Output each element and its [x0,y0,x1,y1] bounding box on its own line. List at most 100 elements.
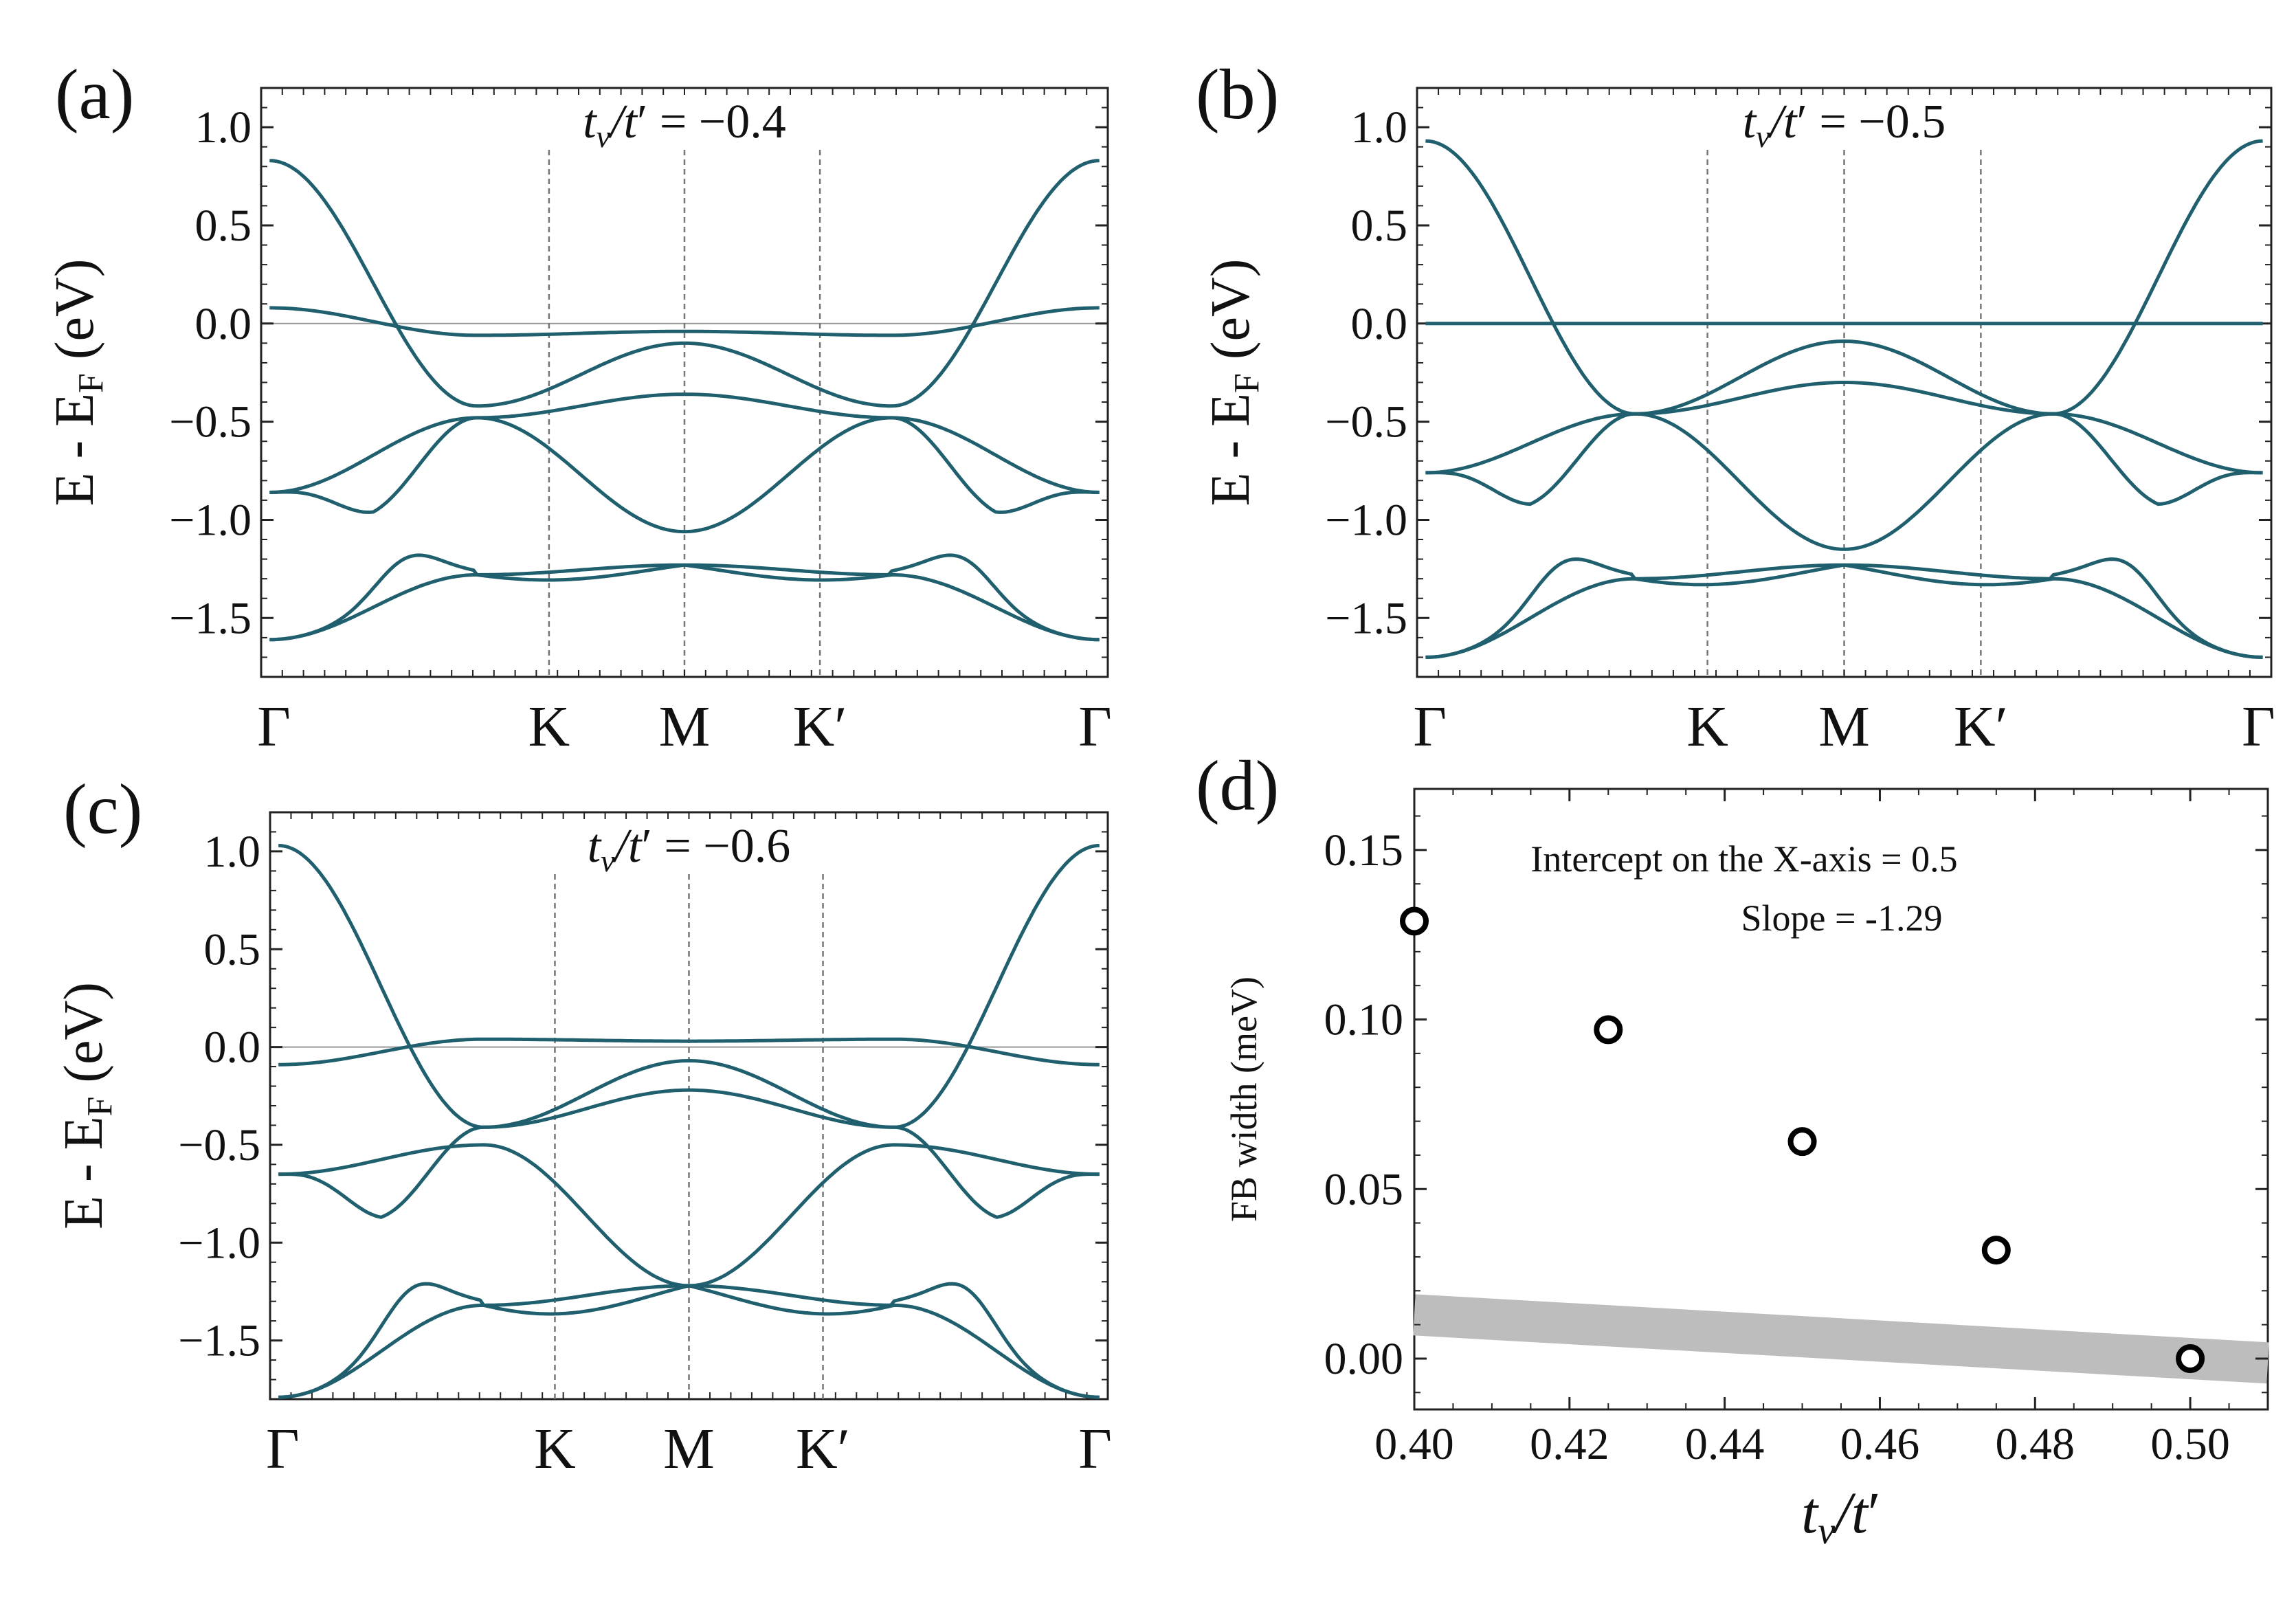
y-axis-label-unit: (eV) [1201,259,1261,374]
title-value: = −0.6 [652,820,790,873]
kpoint-label: Γ [1078,695,1112,759]
title-value: = −0.5 [1807,96,1946,148]
kpoint-label: M [663,1417,715,1481]
x-tick-label: 0.44 [1685,1419,1765,1469]
title-var2: t [628,820,643,873]
y-axis-label-unit: (eV) [54,982,114,1097]
x-label-prime: ′ [1868,1480,1881,1546]
y-tick-label: −0.5 [169,397,252,447]
kpoint-label: K′ [1954,695,2008,759]
x-label-var-sub: v [1818,1510,1835,1552]
title-prime: ′ [1797,96,1807,148]
band-line-6 [278,1284,1100,1399]
title-var-sub: v [597,119,611,154]
kpoint-label: Γ [257,695,291,759]
x-tick-label: 0.46 [1840,1419,1920,1469]
title-var2: t [624,96,638,148]
band-line-1 [278,843,1100,1129]
y-tick-label: 1.0 [195,102,252,153]
y-tick-label: 0.5 [204,924,261,974]
panel-d: (d) 0.40 0.42 0.44 0.46 0.48 0.50 0.00 0.05 0.10 0… [1196,746,2269,1552]
y-axis-label: E - EF (eV) [54,982,120,1229]
panel-label-b: (b) [1196,55,1279,134]
data-point [1594,1015,1623,1045]
kpoint-label: M [1818,695,1870,759]
y-axis-label-sub: F [80,1097,120,1117]
panel-title: tv/t′ = −0.4 [583,96,786,154]
kpoint-label: Γ [266,1417,300,1481]
title-prime: ′ [637,96,647,148]
kpoint-label: M [659,695,711,759]
kpoint-label: Γ [1078,1417,1112,1481]
title-var2: t [1783,96,1798,148]
x-tick-label: 0.42 [1530,1419,1609,1469]
y-tick-label: −1.0 [178,1218,260,1268]
title-var-sub: v [601,843,615,878]
panel-label-c: (c) [63,770,142,849]
y-axis-label-main: E - E [45,393,105,506]
x-tick-label: 0.40 [1374,1419,1454,1469]
band-line-3 [1425,381,2263,506]
band-line-3 [278,1088,1100,1219]
title-var: t [1743,96,1757,148]
panel-a: (a) −1.5 −1.0 −0.5 0.0 0.5 1.0 Γ K M K′ Γ E - EF (eV… [45,55,1112,759]
y-axis-label-main: E - E [1201,393,1261,506]
x-label-var2: t [1851,1480,1869,1546]
kpoint-label: K [1686,695,1728,759]
y-tick-label: −0.5 [1325,397,1407,447]
kpoint-label: Γ [2242,695,2275,759]
y-axis-label-sub: F [71,373,111,393]
annotation-slope: Slope = -1.29 [1741,897,1943,939]
data-point [1787,1127,1817,1157]
band-line-2 [278,1037,1100,1067]
data-point [1400,906,1429,936]
y-tick-label: 0.15 [1324,825,1404,876]
y-tick-label: 0.00 [1324,1334,1404,1384]
y-tick-label: 1.0 [204,827,261,877]
x-tick-label: 0.50 [2150,1419,2230,1469]
y-axis-label: E - EF (eV) [45,259,111,506]
panel-title: tv/t′ = −0.5 [1743,96,1946,154]
title-prime: ′ [642,820,652,873]
kpoint-label: K′ [793,695,847,759]
panel-label-d: (d) [1196,746,1279,825]
band-line-4 [1425,412,2263,551]
kpoint-label: K′ [796,1417,850,1481]
x-tick-label: 0.48 [1996,1419,2075,1469]
panel-title: tv/t′ = −0.6 [588,820,791,878]
panel-b: (b) −1.5 −1.0 −0.5 0.0 0.5 1.0 Γ K M K′ Γ E - EF (eV… [1196,55,2275,759]
band-line-4 [269,416,1100,534]
title-value: = −0.4 [647,96,785,148]
kpoint-label: K [534,1417,576,1481]
y-tick-label: −1.5 [169,593,252,643]
panel-label-a: (a) [55,55,134,134]
y-tick-label: −1.5 [1325,593,1407,643]
kpoint-label: K [528,695,570,759]
band-line-6 [269,563,1100,642]
y-tick-label: −1.0 [1325,495,1407,545]
y-tick-label: 0.5 [1351,201,1408,251]
band-line-2 [269,306,1100,337]
kpoint-label: Γ [1413,695,1447,759]
band-line-1 [269,159,1100,408]
annotation-intercept: Intercept on the X-axis = 0.5 [1530,838,1957,880]
y-tick-label: 1.0 [1351,102,1408,153]
title-var: t [583,96,597,148]
panel-c: (c) −1.5 −1.0 −0.5 0.0 0.5 1.0 Γ K M K′ Γ E - EF (eV… [54,770,1112,1481]
x-axis-label: tv/t′ [1801,1480,1880,1552]
title-var: t [588,820,602,873]
y-tick-label: 0.0 [1351,299,1408,349]
y-axis-label: E - EF (eV) [1201,259,1267,506]
data-point [1981,1236,2011,1265]
y-tick-label: 0.0 [195,299,252,349]
y-tick-label: 0.5 [195,201,252,251]
band-line-1 [1425,139,2263,416]
band-line-3 [269,392,1100,514]
y-tick-label: 0.10 [1324,995,1404,1045]
y-tick-label: 0.0 [204,1023,261,1073]
fit-line [1413,1294,2269,1384]
y-tick-label: −0.5 [178,1120,260,1170]
x-label-var: t [1801,1480,1819,1546]
y-axis-label: FB width (meV) [1223,977,1264,1222]
